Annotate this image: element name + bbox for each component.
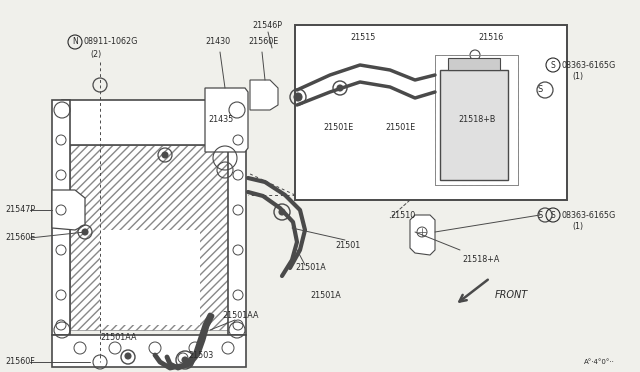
- Text: 21501E: 21501E: [323, 124, 353, 132]
- Bar: [448, 58, 500, 70]
- Text: 21515: 21515: [350, 33, 376, 42]
- Text: 21430: 21430: [205, 38, 230, 46]
- Text: S: S: [538, 86, 543, 94]
- Text: 21501E: 21501E: [385, 124, 415, 132]
- Circle shape: [125, 353, 131, 359]
- Text: 21503: 21503: [188, 350, 213, 359]
- Bar: [52, 100, 70, 335]
- Polygon shape: [205, 88, 248, 152]
- Text: 21560E: 21560E: [5, 234, 35, 243]
- Bar: [228, 100, 246, 335]
- Text: 21501AA: 21501AA: [100, 334, 136, 343]
- Text: 08911-1062G: 08911-1062G: [84, 38, 138, 46]
- Text: 21518+B: 21518+B: [458, 115, 495, 125]
- Bar: [52, 335, 246, 367]
- Text: 21435: 21435: [208, 115, 233, 125]
- Text: 21510: 21510: [390, 211, 415, 219]
- Bar: [100, 230, 200, 325]
- Circle shape: [279, 209, 285, 215]
- Text: N: N: [72, 38, 78, 46]
- Circle shape: [182, 357, 188, 363]
- Polygon shape: [52, 190, 85, 230]
- Circle shape: [82, 229, 88, 235]
- Text: 21501A: 21501A: [295, 263, 326, 273]
- Text: 21560E: 21560E: [248, 38, 278, 46]
- Text: 21546P: 21546P: [252, 20, 282, 29]
- Text: (1): (1): [572, 71, 583, 80]
- Text: 21501A: 21501A: [310, 291, 340, 299]
- Bar: [70, 145, 228, 330]
- Text: 21518+A: 21518+A: [462, 256, 499, 264]
- Text: (1): (1): [572, 221, 583, 231]
- Text: 08363-6165G: 08363-6165G: [562, 61, 616, 70]
- Text: A°·4°0°··: A°·4°0°··: [584, 359, 615, 365]
- Text: S: S: [550, 61, 556, 70]
- Text: S: S: [550, 211, 556, 219]
- Bar: [435, 55, 518, 185]
- Text: 21501: 21501: [335, 241, 360, 250]
- Text: 21516: 21516: [478, 33, 503, 42]
- Text: 21547P: 21547P: [5, 205, 35, 215]
- Bar: [295, 25, 567, 200]
- Text: (2): (2): [90, 49, 101, 58]
- Text: 21501AA: 21501AA: [222, 311, 259, 320]
- Text: 21560F: 21560F: [5, 357, 35, 366]
- Bar: [435, 55, 518, 185]
- Bar: [440, 70, 508, 180]
- Text: 08363-6165G: 08363-6165G: [562, 211, 616, 219]
- Polygon shape: [250, 80, 278, 110]
- Circle shape: [337, 85, 343, 91]
- Bar: [62, 100, 237, 145]
- Polygon shape: [410, 215, 435, 255]
- Text: FRONT: FRONT: [495, 290, 528, 300]
- Text: S: S: [538, 211, 543, 219]
- Circle shape: [162, 152, 168, 158]
- Circle shape: [294, 93, 302, 101]
